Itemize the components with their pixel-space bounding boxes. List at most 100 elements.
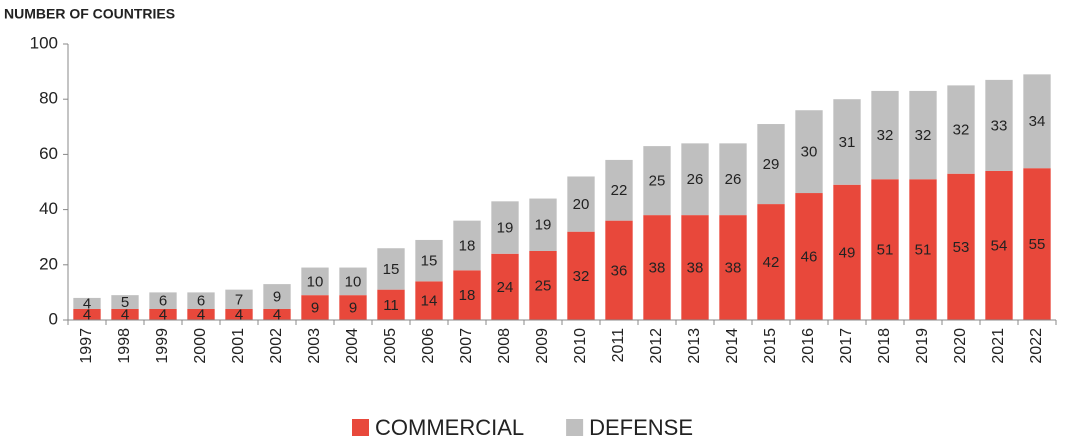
bar-segment xyxy=(301,295,329,320)
data-label: 4 xyxy=(159,306,167,323)
bar-segment xyxy=(149,292,177,309)
bar-segment xyxy=(909,90,937,180)
data-label: 51 xyxy=(915,242,932,259)
data-label: 4 xyxy=(83,306,91,323)
bar-segment xyxy=(263,308,291,320)
data-label: 9 xyxy=(311,300,319,317)
data-label: 22 xyxy=(611,182,628,199)
data-label: 15 xyxy=(383,261,400,278)
bar-segment xyxy=(339,295,367,320)
bar-segment xyxy=(529,198,557,251)
bar-segment xyxy=(833,99,861,185)
bar-segment xyxy=(263,284,291,309)
bar-segment xyxy=(947,173,975,320)
x-tick-label: 2015 xyxy=(762,328,779,364)
data-label: 38 xyxy=(725,260,742,277)
chart-title: NUMBER OF COUNTRIES xyxy=(4,6,175,22)
data-label: 38 xyxy=(649,260,666,277)
bar-segment xyxy=(225,289,253,309)
bar-segment xyxy=(947,85,975,174)
x-tick-label: 2001 xyxy=(230,328,247,364)
data-label: 25 xyxy=(535,277,552,294)
bar-segment xyxy=(567,231,595,320)
x-tick-label: 2005 xyxy=(382,328,399,364)
x-tick-label: 2016 xyxy=(800,328,817,364)
bar-segment xyxy=(111,308,139,320)
data-label: 54 xyxy=(991,237,1008,254)
data-label: 55 xyxy=(1029,236,1046,253)
data-label: 36 xyxy=(611,262,628,279)
data-label: 15 xyxy=(421,253,438,270)
bar-segment xyxy=(415,239,443,282)
bar-segment xyxy=(73,297,101,309)
legend-swatch xyxy=(352,419,369,436)
bar-segment xyxy=(605,220,633,320)
bar-segment xyxy=(909,179,937,320)
bar-segment xyxy=(833,184,861,320)
x-tick-label: 2020 xyxy=(952,328,969,364)
bar-segment xyxy=(377,289,405,320)
data-label: 53 xyxy=(953,239,970,256)
data-label: 6 xyxy=(197,293,205,310)
bar-segment xyxy=(225,308,253,320)
data-label: 4 xyxy=(83,295,91,312)
data-label: 33 xyxy=(991,117,1008,134)
data-label: 4 xyxy=(273,306,281,323)
bar-segment xyxy=(643,215,671,320)
data-label: 6 xyxy=(159,293,167,310)
x-tick-label: 2012 xyxy=(648,328,665,364)
x-tick-label: 1997 xyxy=(78,328,95,364)
x-tick-label: 1998 xyxy=(116,328,133,364)
data-label: 10 xyxy=(307,273,324,290)
x-tick-label: 2017 xyxy=(838,328,855,364)
data-label: 24 xyxy=(497,279,514,296)
bar-segment xyxy=(1023,74,1051,169)
bar-segment xyxy=(377,248,405,290)
bar-segment xyxy=(795,110,823,194)
x-tick-label: 2000 xyxy=(192,328,209,364)
x-tick-label: 2002 xyxy=(268,328,285,364)
bar-segment xyxy=(795,193,823,320)
legend-swatch xyxy=(566,419,584,436)
x-tick-label: 2013 xyxy=(686,328,703,364)
data-label: 26 xyxy=(725,171,742,188)
data-label: 46 xyxy=(801,248,818,265)
legend-label: DEFENSE xyxy=(589,415,693,440)
bar-segment xyxy=(871,179,899,320)
bar-segment xyxy=(681,215,709,320)
bar-segment xyxy=(453,270,481,320)
bar-segment xyxy=(491,201,519,254)
bar-segment xyxy=(985,170,1013,320)
bar-segment xyxy=(757,124,785,205)
data-label: 32 xyxy=(915,127,932,144)
x-tick-label: 2010 xyxy=(572,328,589,364)
y-tick-label: 40 xyxy=(39,199,58,218)
data-label: 34 xyxy=(1029,113,1046,130)
data-label: 9 xyxy=(273,289,281,306)
data-label: 26 xyxy=(687,171,704,188)
data-label: 4 xyxy=(197,306,205,323)
data-label: 19 xyxy=(497,220,514,237)
data-label: 18 xyxy=(459,237,476,254)
bar-segment xyxy=(1023,168,1051,320)
bar-segment xyxy=(187,292,215,309)
bar-segment xyxy=(529,251,557,320)
data-label: 11 xyxy=(383,297,399,314)
data-label: 20 xyxy=(573,196,590,213)
data-label: 49 xyxy=(839,244,856,261)
bar-segment xyxy=(491,253,519,320)
bar-segment xyxy=(453,220,481,271)
bar-segment xyxy=(605,159,633,221)
data-label: 14 xyxy=(421,293,438,310)
data-label: 25 xyxy=(649,173,666,190)
bar-segment xyxy=(301,267,329,296)
bar-segment xyxy=(871,90,899,180)
data-label: 42 xyxy=(763,254,780,271)
bar-segment xyxy=(415,281,443,320)
data-label: 29 xyxy=(763,156,780,173)
x-tick-label: 2008 xyxy=(496,328,513,364)
x-tick-label: 2007 xyxy=(458,328,475,364)
data-label: 38 xyxy=(687,260,704,277)
data-label: 9 xyxy=(349,300,357,317)
data-label: 4 xyxy=(121,306,129,323)
